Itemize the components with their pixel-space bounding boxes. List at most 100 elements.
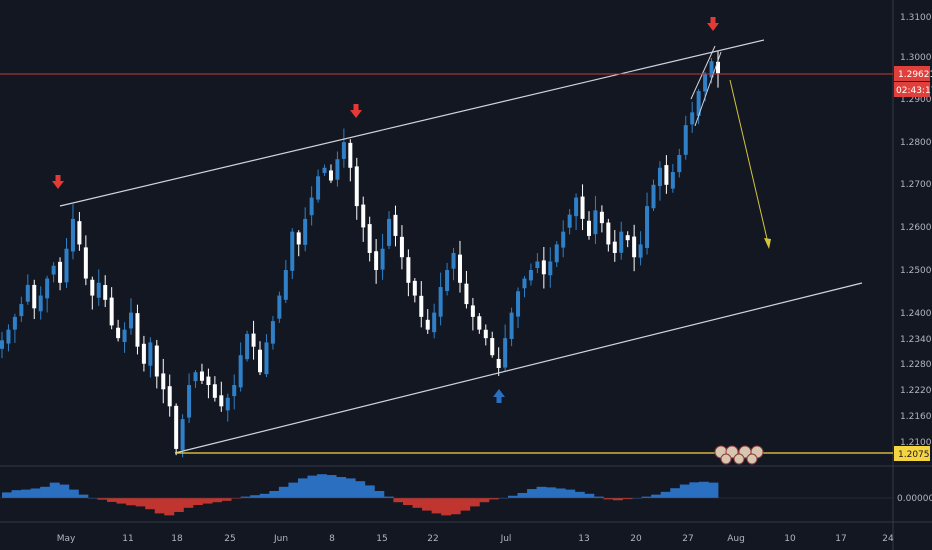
time-tick-label: 17 (835, 534, 846, 544)
arrow-down-may (52, 175, 64, 189)
oscillator-bar (288, 482, 299, 498)
channel-upper-line (59, 39, 765, 207)
candle-body (574, 197, 579, 217)
oscillator-bar (297, 478, 308, 498)
candle-body (45, 278, 50, 299)
time-tick-label: 10 (784, 534, 796, 544)
candle-body (464, 283, 469, 305)
time-tick-label: Aug (727, 534, 745, 544)
price-axis[interactable]: 1.31000 1.30000 1.29000 1.28000 1.27000 1.260… (900, 13, 932, 448)
oscillator-bar (164, 498, 175, 516)
candle-body (354, 166, 359, 207)
candle-body (32, 284, 37, 309)
price-tick-label: 1.28000 (900, 138, 932, 148)
candle-body (135, 313, 140, 347)
candle-body (6, 329, 11, 344)
oscillator-bar (259, 493, 270, 498)
event-flag-icon[interactable] (733, 453, 745, 465)
candle-body (212, 384, 217, 398)
candle-body (586, 220, 591, 236)
candle-body (12, 316, 17, 330)
oscillator-bar (383, 496, 394, 498)
candle-body (387, 218, 392, 246)
oscillator-bar (183, 498, 194, 508)
candle-body (438, 287, 443, 317)
arrow-down-july-end (707, 17, 719, 31)
oscillator-bar (450, 498, 461, 515)
candle-body (716, 61, 720, 74)
price-tick-label: 1.27000 (900, 180, 932, 190)
price-tick-label: 1.21600 (900, 412, 932, 422)
candle-body (180, 419, 185, 451)
candle-body (703, 74, 708, 92)
support-price-tag: 1.20750 (894, 446, 932, 461)
time-tick-label: 11 (122, 534, 133, 544)
time-tick-label: 18 (171, 534, 183, 544)
candle-body (709, 61, 714, 78)
candle-body (51, 265, 56, 275)
candle-body (374, 251, 379, 270)
candle-body (696, 91, 701, 116)
oscillator-bar (393, 498, 404, 503)
candle-body (238, 355, 243, 388)
oscillator-bar (2, 492, 12, 498)
oscillator-bar (460, 498, 471, 511)
candle-body (451, 252, 456, 269)
oscillator-bar (584, 493, 595, 498)
time-tick-label: 15 (376, 534, 387, 544)
candle-body (264, 342, 269, 375)
candle-body (167, 386, 172, 407)
time-tick-label: 24 (882, 534, 894, 544)
price-tick-label: 1.21000 (900, 438, 932, 448)
oscillator-bar (689, 482, 700, 498)
candle-body (361, 204, 366, 228)
time-tick-label: 22 (427, 534, 438, 544)
event-flag-icon[interactable] (720, 453, 732, 465)
candle-body (380, 248, 385, 270)
candle-body (77, 221, 82, 245)
oscillator-bar (154, 498, 165, 514)
candle-body (503, 338, 508, 368)
candle-body (322, 167, 327, 174)
support-price-label: 1.20750 (898, 450, 932, 460)
candle-body (490, 338, 495, 356)
price-tick-label: 1.22200 (900, 386, 932, 396)
oscillator-bar (622, 498, 633, 500)
event-flag-icon[interactable] (746, 453, 758, 465)
candle-body (303, 218, 308, 245)
oscillator-bar (603, 498, 614, 500)
oscillator-bar (107, 498, 117, 502)
candle-body (509, 312, 514, 339)
candle-body (270, 321, 275, 344)
candle-body (109, 297, 114, 326)
candle-body (664, 165, 669, 185)
candle-body (522, 278, 527, 289)
oscillator-bar (240, 496, 251, 498)
economic-event-icons[interactable] (714, 445, 764, 465)
candle-body (393, 214, 398, 236)
oscillator-bar (221, 498, 232, 501)
oscillator-bar (488, 498, 499, 500)
oscillator-bar (345, 478, 356, 498)
oscillator-bar (135, 498, 146, 507)
candle-body (290, 231, 295, 271)
oscillator-bar (326, 475, 337, 498)
oscillator-bar (402, 498, 413, 505)
candle-body (251, 333, 256, 347)
time-axis[interactable]: May 11 18 25 Jun 8 15 22 Jul 13 20 27 Aug 10 17 24 (57, 534, 894, 544)
candle-body (296, 232, 301, 245)
oscillator-bar (527, 489, 538, 498)
candle-body (638, 244, 643, 258)
candle-body (619, 231, 624, 253)
oscillator-bar (97, 498, 108, 500)
price-tick-label: 1.22800 (900, 360, 932, 370)
arrow-up-july (493, 389, 505, 403)
candle-body (245, 333, 250, 360)
candle-body (206, 376, 211, 386)
oscillator-bar (546, 487, 557, 498)
oscillator-bar (593, 496, 604, 498)
candle-body (161, 373, 166, 390)
candle-body (528, 270, 533, 281)
oscillator-bar (565, 489, 576, 498)
